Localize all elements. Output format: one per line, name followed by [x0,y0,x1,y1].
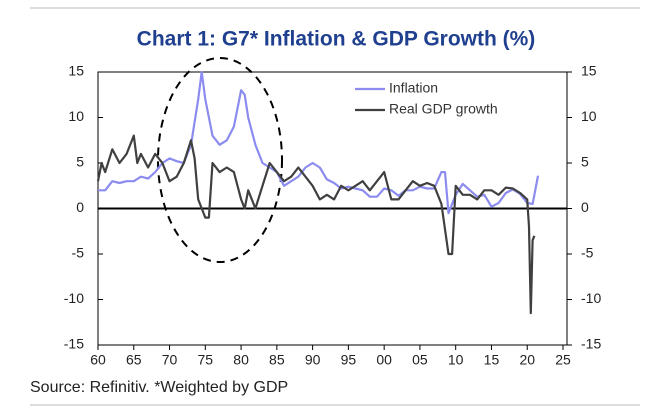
x-tick-label: 65 [126,352,142,368]
x-tick-label: 90 [305,352,321,368]
y2-tick-label: -10 [581,290,601,306]
y2-tick-label: 10 [581,108,597,124]
x-tick-label: 70 [162,352,178,368]
legend-label: Real GDP growth [389,101,498,117]
highlight-ellipse [157,57,283,263]
x-tick-label: 05 [412,352,428,368]
y2-tick-label: 15 [581,63,597,79]
x-tick-label: 00 [376,352,392,368]
y-tick-label: 15 [68,63,84,79]
y2-tick-label: 5 [581,154,589,170]
y-tick-label: 10 [68,108,84,124]
y2-tick-label: -15 [581,336,601,352]
x-tick-label: 60 [90,352,106,368]
legend-label: Inflation [389,80,438,96]
chart-title: Chart 1: G7* Inflation & GDP Growth (%) [137,28,536,51]
y2-tick-label: 0 [581,199,589,215]
y-tick-label: 0 [76,199,84,215]
y2-tick-label: -5 [581,245,594,261]
x-tick-label: 10 [448,352,464,368]
x-tick-label: 80 [233,352,249,368]
series-line [98,70,540,215]
x-tick-label: 75 [198,352,214,368]
x-tick-label: 95 [341,352,357,368]
x-tick-label: 15 [484,352,500,368]
x-tick-label: 85 [269,352,285,368]
x-tick-label: 20 [519,352,535,368]
x-tick-label: 25 [555,352,571,368]
series-line [96,134,536,315]
y-tick-label: -15 [64,336,84,352]
source: Source: Refinitiv. *Weighted by GDP [30,379,288,396]
y-tick-label: -10 [64,290,84,306]
y-tick-label: -5 [72,245,85,261]
y-tick-label: 5 [76,154,84,170]
